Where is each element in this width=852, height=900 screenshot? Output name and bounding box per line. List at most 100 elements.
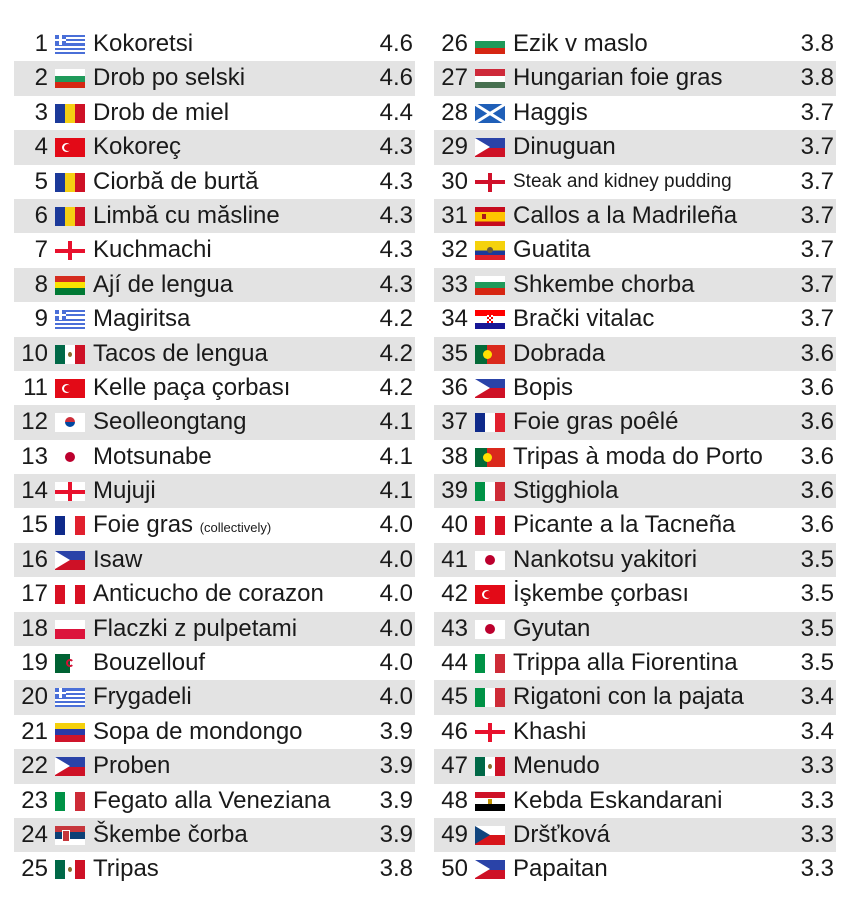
ranking-row: 16 Isaw 4.0	[14, 542, 415, 578]
ranking-row: 2 Drob po selski 4.6	[14, 61, 415, 96]
rank-number: 27	[441, 64, 468, 92]
rating-score: 4.3	[379, 201, 413, 229]
ranking-row: 49 Dršťková 3.3	[434, 817, 836, 853]
flag-tr-icon	[55, 378, 85, 398]
dish-name: Brački vitalac	[513, 305, 655, 333]
ranking-row: 7 Kuchmachi 4.3	[14, 233, 415, 267]
rating-score: 3.4	[800, 683, 834, 711]
flag-pt-icon	[475, 344, 505, 364]
flag-fr-icon	[475, 413, 505, 433]
rank-number: 49	[441, 820, 468, 848]
dish-name: Bouzellouf	[93, 649, 206, 677]
dish-name-cell: Škembe čorba	[93, 818, 248, 852]
ranking-column-left: 1 Kokoretsi 4.6 2 Drob po selski 4.6 3 Drob de …	[14, 27, 415, 887]
ranking-row: 12 Seolleongtang 4.1	[14, 405, 415, 440]
rating-score: 3.8	[800, 64, 834, 92]
dish-name-cell: Flaczki z pulpetami	[93, 612, 297, 646]
dish-name: Limbă cu măsline	[93, 201, 280, 229]
rating-score: 4.2	[379, 339, 413, 367]
ranking-row: 47 Menudo 3.3	[434, 749, 836, 784]
dish-name: Sopa de mondongo	[93, 717, 303, 745]
flag-hu-icon	[475, 69, 505, 89]
rank-number: 10	[21, 339, 48, 367]
flag-ge-icon	[55, 241, 85, 261]
rank-number: 31	[441, 201, 468, 229]
rank-number: 11	[23, 373, 48, 401]
rank-number: 33	[441, 270, 468, 298]
dish-name-cell: Proben	[93, 749, 170, 783]
dish-name: Kebda Eskandarani	[513, 786, 723, 814]
flag-jp-icon	[475, 550, 505, 570]
dish-name: Frygadeli	[93, 683, 192, 711]
dish-name: Tripas à moda do Porto	[513, 442, 763, 470]
dish-name: Ají de lengua	[93, 270, 234, 298]
flag-ph-icon	[475, 138, 505, 158]
ranking-row: 23 Fegato alla Veneziana 3.9	[14, 784, 415, 818]
dish-name-cell: Foie gras (collectively)	[93, 508, 271, 545]
flag-it-icon	[475, 482, 505, 502]
ranking-row: 3 Drob de miel 4.4	[14, 96, 415, 130]
flag-es-icon	[475, 206, 505, 226]
rating-score: 3.8	[800, 30, 834, 57]
dish-name: Picante a la Tacneña	[513, 511, 736, 539]
flag-fr-icon	[55, 516, 85, 536]
dish-name: Drob de miel	[93, 98, 230, 126]
rating-score: 4.1	[379, 408, 413, 436]
rank-number: 41	[441, 545, 468, 573]
rating-score: 3.8	[379, 855, 413, 883]
dish-name: Anticucho de corazon	[93, 580, 324, 608]
rating-score: 4.1	[379, 442, 413, 470]
dish-name-cell: Bopis	[513, 371, 573, 405]
rating-score: 3.3	[800, 786, 834, 814]
ranking-row: 41 Nankotsu yakitori 3.5	[434, 542, 836, 578]
rank-number: 46	[441, 717, 468, 745]
flag-cz-icon	[475, 825, 505, 845]
rank-number: 42	[441, 580, 468, 608]
dish-name-cell: Menudo	[513, 749, 600, 783]
rating-score: 3.9	[379, 717, 413, 745]
dish-name-cell: Tripas	[93, 852, 159, 886]
rating-score: 3.6	[800, 442, 834, 470]
dish-name-cell: Tripas à moda do Porto	[513, 440, 763, 474]
rank-number: 14	[21, 477, 48, 505]
dish-name-cell: Ezik v maslo	[513, 27, 648, 61]
dish-name: Trippa alla Fiorentina	[513, 649, 738, 677]
ranking-row: 26 Ezik v maslo 3.8	[434, 27, 836, 61]
dish-name: Tacos de lengua	[93, 339, 268, 367]
dish-name: Seolleongtang	[93, 408, 247, 436]
ranking-row: 1 Kokoretsi 4.6	[14, 27, 415, 61]
ranking-row: 46 Khashi 3.4	[434, 715, 836, 749]
rank-number: 17	[21, 580, 48, 608]
rank-number: 38	[441, 442, 468, 470]
rank-number: 30	[441, 167, 468, 195]
flag-sc-icon	[475, 103, 505, 123]
rank-number: 50	[441, 855, 468, 883]
dish-name: Rigatoni con la pajata	[513, 683, 744, 711]
dish-name: Shkembe chorba	[513, 270, 695, 298]
rating-score: 4.0	[379, 614, 413, 642]
dish-name: Callos a la Madrileña	[513, 201, 738, 229]
flag-pe-icon	[475, 516, 505, 536]
dish-name-cell: Drob de miel	[93, 96, 229, 130]
ranking-row: 35 Dobrada 3.6	[434, 336, 836, 371]
dish-name: İşkembe çorbası	[513, 580, 690, 608]
ranking-row: 48 Kebda Eskandarani 3.3	[434, 784, 836, 818]
rating-score: 4.3	[379, 133, 413, 161]
rating-score: 3.7	[800, 236, 834, 264]
rating-score: 3.7	[800, 133, 834, 161]
dish-name: Dršťková	[513, 820, 611, 848]
dish-name: Isaw	[93, 545, 143, 573]
flag-bo-icon	[55, 275, 85, 295]
dish-name: Nankotsu yakitori	[513, 545, 698, 573]
flag-it-icon	[55, 791, 85, 811]
ranking-row: 25 Tripas 3.8	[14, 852, 415, 886]
flag-en-icon	[475, 172, 505, 192]
dish-name: Khashi	[513, 717, 587, 745]
flag-ph-icon	[55, 757, 85, 777]
rating-score: 3.6	[800, 373, 834, 401]
flag-rs-icon	[55, 825, 85, 845]
dish-name-cell: Mujuji	[93, 474, 156, 508]
ranking-row: 24 Škembe čorba 3.9	[14, 817, 415, 853]
ranking-row: 21 Sopa de mondongo 3.9	[14, 715, 415, 749]
ranking-row: 19 Bouzellouf 4.0	[14, 646, 415, 680]
